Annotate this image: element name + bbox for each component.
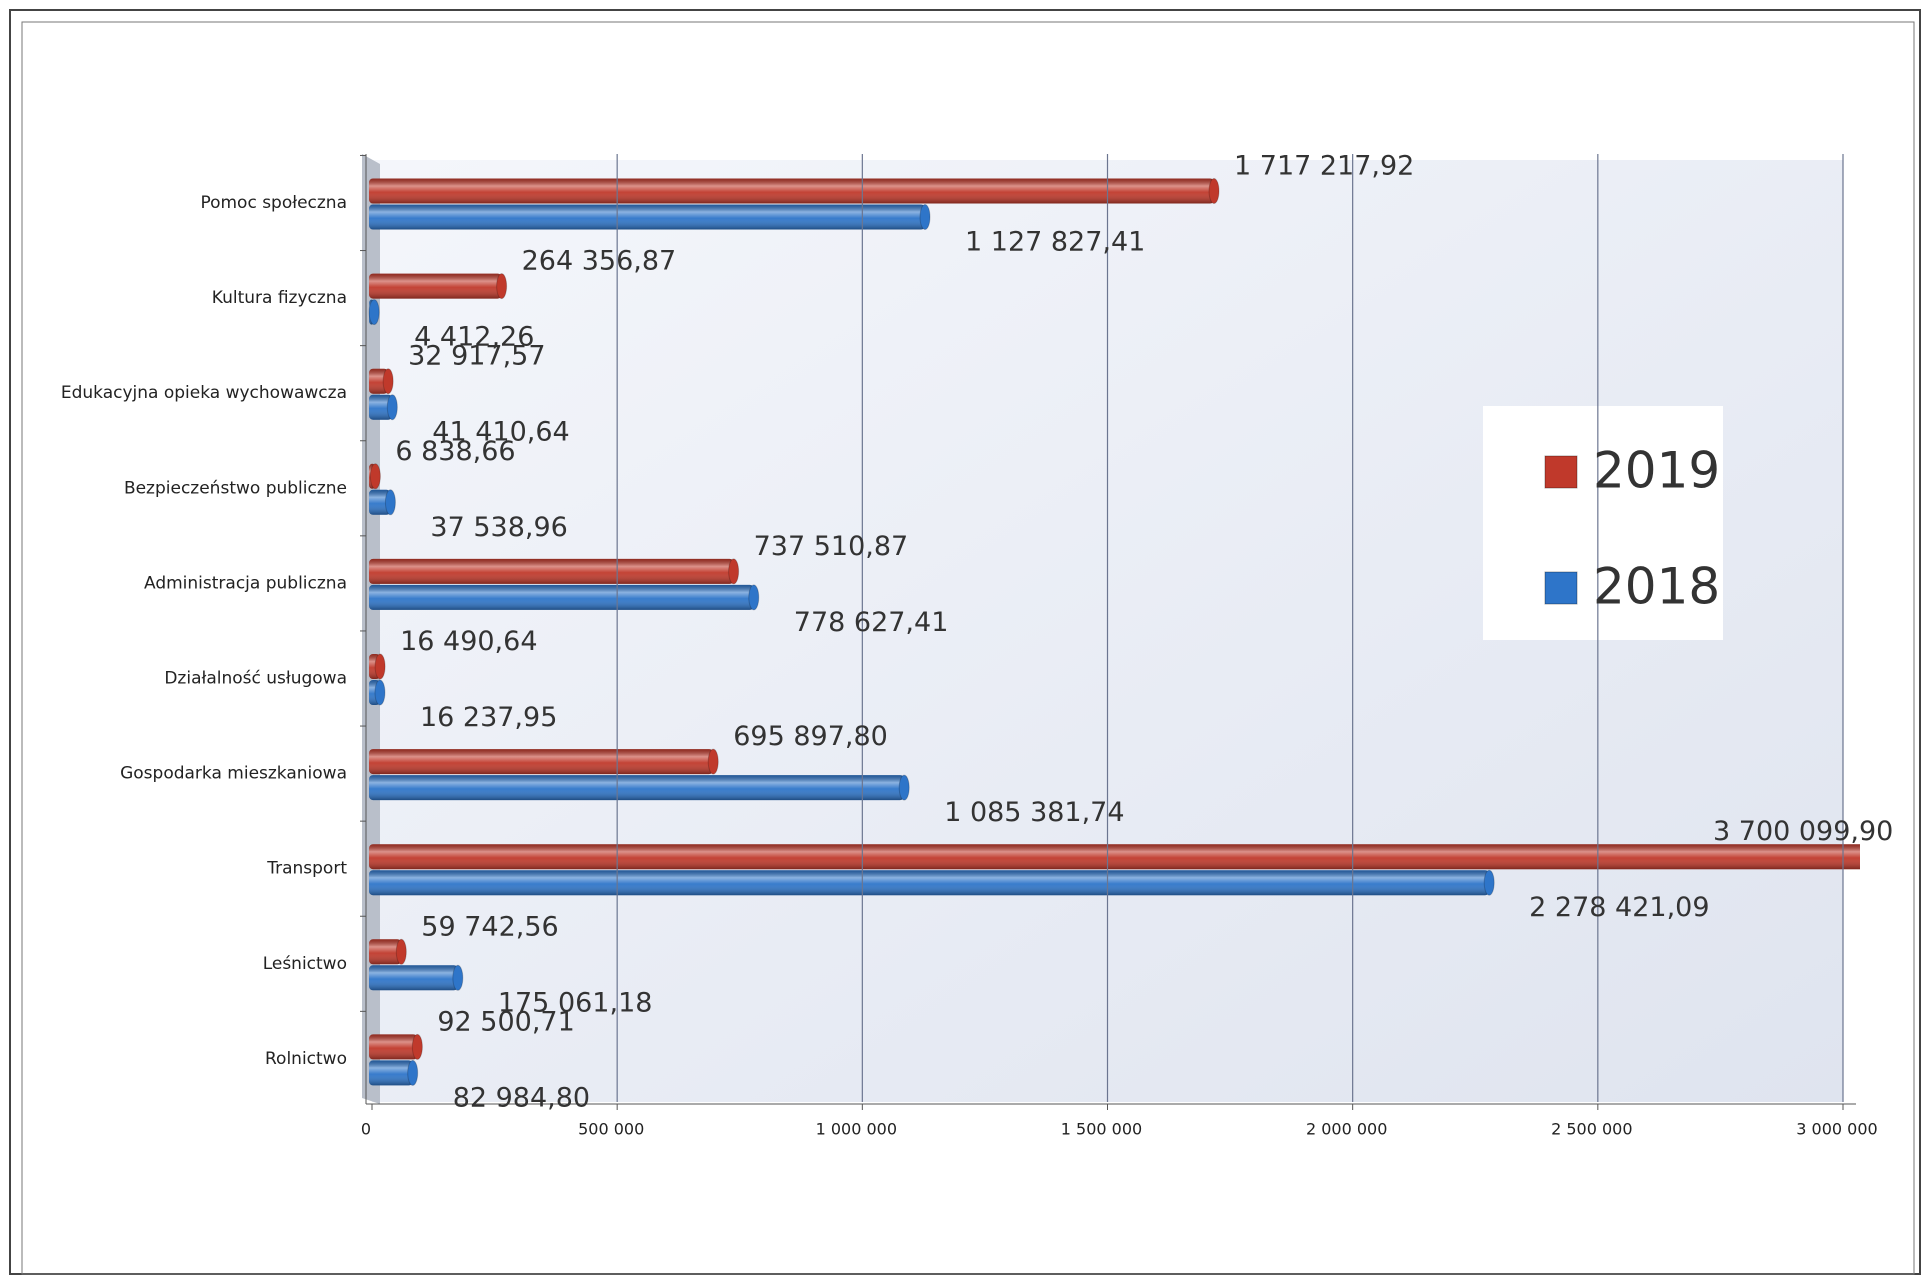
bar-cap: [395, 938, 407, 965]
bar-highlight: [369, 965, 458, 991]
category-label: Edukacyjna opieka wychowawcza: [61, 383, 347, 403]
category-label: Transport: [266, 859, 347, 879]
bar-cap: [384, 489, 396, 516]
x-tick-label: 2 500 000: [1551, 1120, 1632, 1139]
legend-label: 2019: [1593, 442, 1720, 500]
value-label: 41 410,64: [432, 417, 569, 448]
value-label: 4 412,26: [414, 322, 534, 353]
value-label: 82 984,80: [453, 1082, 590, 1113]
category-label: Rolnictwo: [265, 1049, 347, 1069]
bar-cap: [407, 1059, 419, 1086]
category-label: Bezpieczeństwo publiczne: [124, 478, 347, 498]
category-label: Administracja publiczna: [144, 573, 347, 593]
bar-cap: [374, 679, 386, 706]
value-label: 3 700 099,90: [1713, 816, 1893, 847]
value-label: 59 742,56: [421, 911, 558, 942]
value-label: 6 838,66: [395, 436, 515, 467]
category-label: Gospodarka mieszkaniowa: [120, 764, 347, 784]
bar-cap: [382, 368, 394, 395]
inner-frame: [21, 21, 1915, 1275]
value-label: 175 061,18: [498, 987, 653, 1018]
bar-cap: [728, 558, 740, 585]
value-label: 92 500,71: [437, 1006, 574, 1037]
value-label: 16 490,64: [400, 626, 537, 657]
bar-highlight: [369, 1034, 418, 1060]
bar-cap: [452, 964, 464, 991]
x-tick-label: 3 000 000: [1796, 1120, 1877, 1139]
category-label: Działalność usługowa: [164, 669, 347, 689]
bar-cap: [496, 273, 508, 300]
value-label: 16 237,95: [420, 702, 557, 733]
bar-highlight: [369, 273, 502, 299]
value-label: 1 127 827,41: [965, 227, 1145, 258]
bar-cap: [919, 204, 931, 230]
plot: [368, 178, 1860, 1086]
legend-swatch: [1544, 571, 1578, 605]
bar-cap: [386, 394, 398, 421]
bar-cap: [748, 584, 760, 611]
legend-label: 2018: [1593, 558, 1720, 616]
value-label: 2 278 421,09: [1529, 892, 1709, 923]
legend-swatch: [1544, 455, 1578, 489]
bar-highlight: [369, 204, 926, 230]
bar-highlight: [369, 1060, 413, 1086]
x-tick-label: 1 000 000: [816, 1120, 897, 1139]
bar-highlight: [369, 558, 734, 584]
bar-highlight: [369, 178, 1215, 204]
bar-cap: [1208, 178, 1220, 204]
x-tick-label: 0: [361, 1120, 371, 1139]
category-label: Kultura fizyczna: [212, 288, 347, 308]
bar-cap: [374, 653, 386, 680]
bar-cap: [898, 774, 910, 801]
bar-highlight: [369, 489, 391, 515]
bar-cap: [707, 748, 719, 775]
value-label: 737 510,87: [754, 531, 909, 562]
value-label: 264 356,87: [522, 246, 677, 277]
bar-highlight: [369, 584, 754, 610]
category-label: Pomoc społeczna: [200, 193, 347, 213]
value-label: 695 897,80: [733, 721, 888, 752]
category-label: Leśnictwo: [263, 954, 347, 974]
bar-highlight: [369, 368, 389, 394]
bar-cap: [411, 1033, 423, 1060]
bar-highlight: [369, 939, 402, 965]
bar-cap: [1483, 869, 1495, 896]
value-label: 32 917,57: [408, 341, 545, 372]
bar-highlight: [369, 749, 714, 775]
bar-highlight: [369, 870, 1490, 896]
value-label: 1 085 381,74: [944, 797, 1124, 828]
bar-cap: [369, 463, 381, 490]
x-tick-label: 500 000: [578, 1120, 644, 1139]
bar-highlight: [369, 844, 1860, 870]
x-tick-label: 2 000 000: [1306, 1120, 1387, 1139]
bar-highlight: [369, 775, 905, 801]
x-tick-label: 1 500 000: [1061, 1120, 1142, 1139]
bar-highlight: [369, 394, 393, 420]
bar-cap: [368, 299, 380, 326]
value-label: 778 627,41: [794, 607, 949, 638]
value-label: 37 538,96: [430, 512, 567, 543]
legend: [1483, 406, 1723, 640]
value-label: 1 717 217,92: [1234, 151, 1414, 182]
